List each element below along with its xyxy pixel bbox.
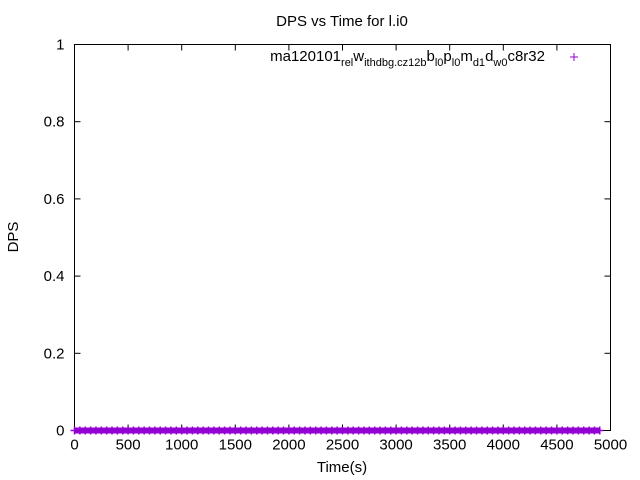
x-axis-label: Time(s): [317, 459, 367, 476]
legend: ma120101relwithdbg.cz12bbl0pl0md1dw0c8r3…: [270, 48, 578, 69]
y-tick-label-4: 0.8: [44, 114, 65, 131]
plot-frame: [74, 44, 611, 431]
y-tick-label-2: 0.4: [44, 268, 65, 285]
x-tick-label-4: 2000: [272, 437, 305, 454]
y-tick-label-3: 0.6: [44, 191, 65, 208]
x-tick-label-8: 4000: [487, 437, 520, 454]
x-tick-label-9: 4500: [540, 437, 573, 454]
x-tick-label-10: 5000: [594, 437, 627, 454]
x-tick-label-1: 500: [116, 437, 141, 454]
x-tick-label-2: 1000: [165, 437, 198, 454]
y-tick-label-5: 1: [56, 37, 64, 54]
axis-ticks: [74, 44, 611, 431]
chart-title: DPS vs Time for l.i0: [276, 13, 408, 30]
legend-marker: [570, 53, 578, 61]
x-tick-label-6: 3000: [379, 437, 412, 454]
legend-entry-label: ma120101relwithdbg.cz12bbl0pl0md1dw0c8r3…: [270, 48, 545, 69]
y-tick-label-0: 0: [56, 423, 64, 440]
x-tick-label-7: 3500: [433, 437, 466, 454]
series-points: [70, 426, 604, 435]
tick-labels: 0 500 1000 1500 2000 2500 3000 3500 4000 4500 5000…: [44, 37, 628, 454]
y-tick-label-1: 0.2: [44, 345, 65, 362]
y-axis-label: DPS: [5, 222, 22, 253]
x-tick-label-0: 0: [70, 437, 78, 454]
x-tick-label-5: 2500: [326, 437, 359, 454]
x-tick-label-3: 1500: [219, 437, 252, 454]
